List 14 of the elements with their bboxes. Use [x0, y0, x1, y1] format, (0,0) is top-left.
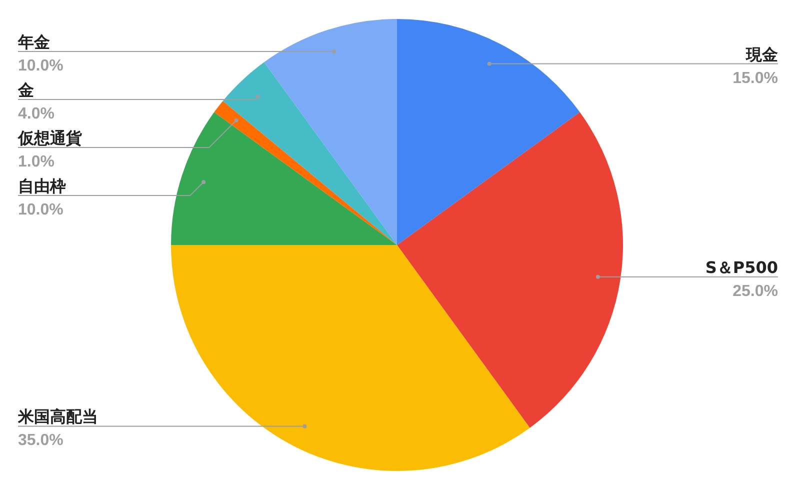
- data-label: 15.0%: [732, 70, 778, 87]
- data-label: 35.0%: [18, 432, 64, 450]
- slice-label: 米国高配当: [17, 407, 98, 426]
- data-label: 10.0%: [18, 58, 64, 75]
- data-label: 25.0%: [732, 282, 778, 300]
- data-label: 1.0%: [18, 154, 54, 171]
- data-label: 4.0%: [18, 106, 54, 123]
- slice-label: 現金: [745, 44, 778, 64]
- slice-label: S＆P500: [705, 258, 778, 277]
- slice-label: 自由枠: [18, 176, 66, 196]
- data-label: 10.0%: [18, 202, 64, 219]
- slice-label: 年金: [17, 32, 50, 52]
- slice-label: 仮想通貨: [17, 128, 82, 148]
- slice-label: 金: [17, 80, 34, 100]
